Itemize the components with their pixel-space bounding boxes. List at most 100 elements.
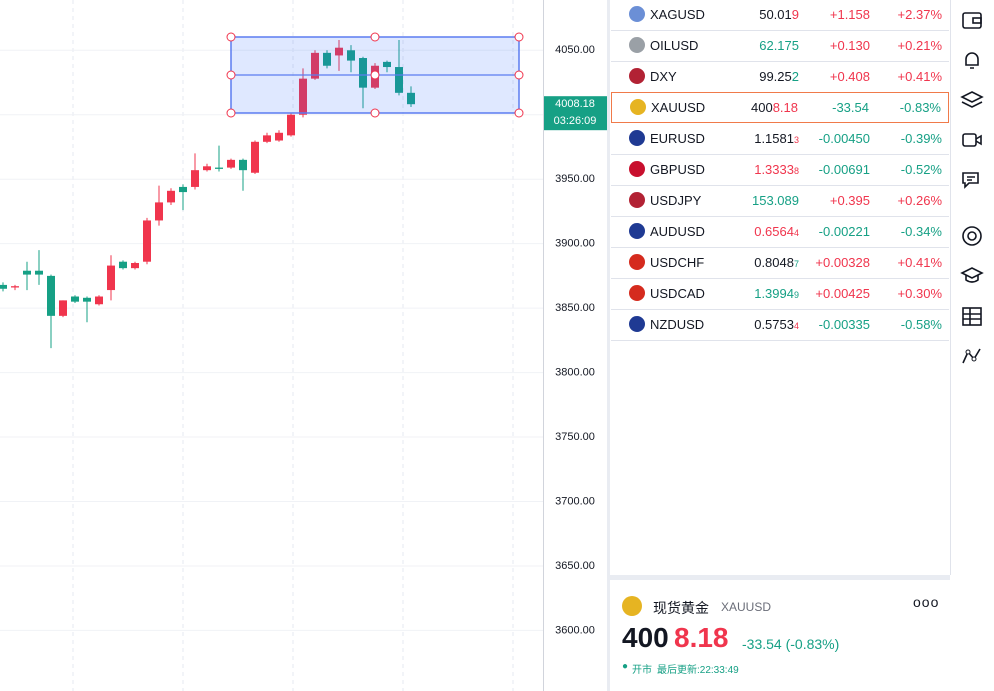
education-icon[interactable] xyxy=(960,264,984,288)
price-tail: 9 xyxy=(791,7,799,22)
symbol-icon xyxy=(629,192,645,208)
last-price-box xyxy=(544,96,607,131)
change: -0.00335 xyxy=(818,317,870,332)
change-percent: -0.83% xyxy=(899,100,941,115)
watchlist-row[interactable]: XAUUSD 4008.18 -33.54 -0.83% xyxy=(611,92,949,123)
candle-body xyxy=(119,261,127,269)
symbol: XAGUSD xyxy=(650,7,705,22)
watchlist-row[interactable]: GBPUSD 1.33338 -0.00691 -0.52% xyxy=(611,155,949,186)
symbol-icon xyxy=(629,68,645,84)
y-tick-label: 3750.00 xyxy=(555,431,595,443)
y-tick-label: 3650.00 xyxy=(555,560,595,572)
price-main: 1.1581 xyxy=(754,131,794,146)
price: 50.019 xyxy=(759,7,799,22)
change-percent: +0.21% xyxy=(897,38,942,53)
chat-icon[interactable] xyxy=(960,168,984,192)
candle-body xyxy=(107,265,115,291)
watchlist-row[interactable]: XAGUSD 50.019 +1.158 +2.37% xyxy=(611,0,949,31)
detail-change: -33.54 (-0.83%) xyxy=(742,636,840,652)
symbol-icon xyxy=(630,99,646,115)
video-icon[interactable] xyxy=(960,128,984,152)
watchlist-row[interactable]: NZDUSD 0.57534 -0.00335 -0.58% xyxy=(611,310,949,341)
price: 1.33338 xyxy=(754,162,799,177)
y-tick-label: 3950.00 xyxy=(555,173,595,185)
candle-body xyxy=(179,186,187,193)
selection-handle xyxy=(226,108,236,118)
price: 62.175 xyxy=(759,38,799,53)
symbol-icon xyxy=(629,161,645,177)
candle-body xyxy=(23,270,31,275)
candle-body xyxy=(251,141,259,173)
price-main: 400 xyxy=(750,100,773,115)
detail-price: 400 xyxy=(622,622,669,653)
price: 0.80487 xyxy=(754,255,799,270)
layers-icon[interactable] xyxy=(960,88,984,112)
price-main: 50.01 xyxy=(759,7,792,22)
more-button[interactable]: ooo xyxy=(913,594,940,610)
candle-body xyxy=(191,170,199,187)
change: +0.00328 xyxy=(815,255,870,270)
symbol: AUDUSD xyxy=(650,224,705,239)
candle-body xyxy=(59,300,67,316)
price-main: 99.25 xyxy=(759,69,792,84)
candle-body xyxy=(311,52,319,79)
watchlist-row[interactable]: USDJPY 153.089 +0.395 +0.26% xyxy=(611,186,949,217)
selection-handle xyxy=(370,32,380,42)
symbol: NZDUSD xyxy=(650,317,705,332)
symbol-icon xyxy=(629,130,645,146)
last-price-label: 4008.18 xyxy=(555,98,595,110)
change: -0.00221 xyxy=(818,224,870,239)
symbol: EURUSD xyxy=(650,131,705,146)
candle-body xyxy=(83,297,91,302)
countdown-label: 03:26:09 xyxy=(554,115,597,127)
watchlist-row[interactable]: EURUSD 1.15813 -0.00450 -0.39% xyxy=(611,124,949,155)
candle-body xyxy=(215,167,223,169)
watchlist-row[interactable]: DXY 99.252 +0.408 +0.41% xyxy=(611,62,949,93)
price-main: 1.3333 xyxy=(754,162,794,177)
symbol-icon xyxy=(629,316,645,332)
symbol-icon xyxy=(629,37,645,53)
candle-body xyxy=(11,286,19,288)
candle-body xyxy=(275,132,283,141)
watchlist-row[interactable]: AUDUSD 0.65644 -0.00221 -0.34% xyxy=(611,217,949,248)
symbol-icon xyxy=(629,254,645,270)
change-percent: +2.37% xyxy=(897,7,942,22)
price-tail: 4 xyxy=(793,321,799,331)
candle-body xyxy=(0,284,7,289)
price-tail: 8 xyxy=(793,166,799,176)
price-main: 153.089 xyxy=(752,193,799,208)
candle-body xyxy=(395,67,403,93)
candle-body xyxy=(407,92,415,105)
change-percent: +0.30% xyxy=(897,286,942,301)
watchlist-row[interactable]: USDCAD 1.39949 +0.00425 +0.30% xyxy=(611,279,949,310)
change: +0.130 xyxy=(829,38,870,53)
symbol: XAUUSD xyxy=(651,100,706,115)
calendar-icon[interactable] xyxy=(960,304,984,328)
candle-body xyxy=(71,296,79,302)
selection-handle xyxy=(370,108,380,118)
selection-handle xyxy=(226,32,236,42)
change: -0.00691 xyxy=(818,162,870,177)
candle-body xyxy=(131,262,139,269)
price-main: 1.3994 xyxy=(754,286,794,301)
wallet-icon[interactable] xyxy=(960,8,984,32)
candle-body xyxy=(239,159,247,171)
candle-body xyxy=(35,270,43,275)
candle-body xyxy=(263,135,271,142)
y-tick-label: 3900.00 xyxy=(555,238,595,250)
candle-body xyxy=(167,190,175,203)
alert-icon[interactable] xyxy=(960,48,984,72)
symbol: DXY xyxy=(650,69,677,84)
change: -33.54 xyxy=(832,100,869,115)
symbol: OILUSD xyxy=(650,38,699,53)
change-percent: -0.52% xyxy=(900,162,942,177)
change-percent: +0.41% xyxy=(897,69,942,84)
change-percent: +0.26% xyxy=(897,193,942,208)
network-icon[interactable] xyxy=(960,344,984,368)
watchlist-row[interactable]: OILUSD 62.175 +0.130 +0.21% xyxy=(611,31,949,62)
target-icon[interactable] xyxy=(960,224,984,248)
change: +0.00425 xyxy=(815,286,870,301)
watchlist-row[interactable]: USDCHF 0.80487 +0.00328 +0.41% xyxy=(611,248,949,279)
change: -0.00450 xyxy=(818,131,870,146)
y-tick-label: 3700.00 xyxy=(555,495,595,507)
